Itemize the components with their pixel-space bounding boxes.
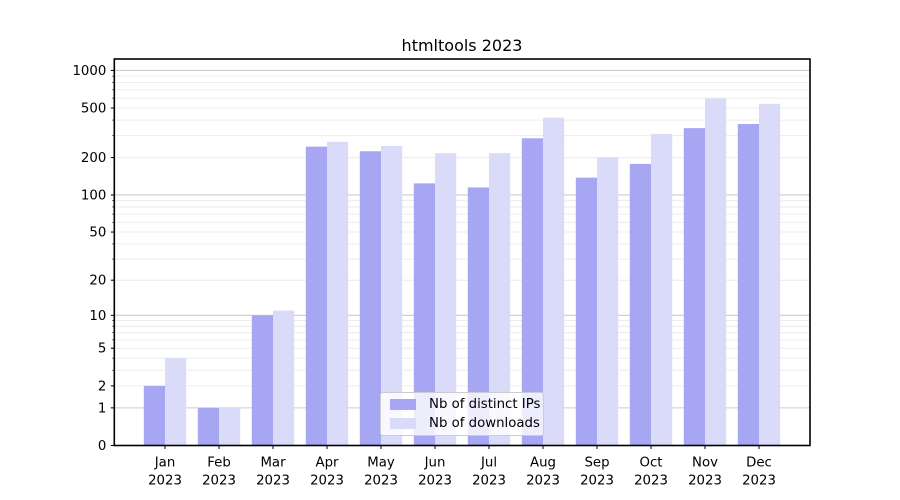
legend-item-downloads: Nb of downloads [390,415,540,432]
x-tick-label-year-apr: 2023 [310,474,344,489]
bar-nb-of-downloads-sep [597,157,619,446]
bar-nb-of-downloads-dec [759,103,781,446]
y-tick-label-20: 20 [89,274,106,289]
x-tick-label-month-apr: Apr [315,456,339,471]
x-tick-label-month-jun: Jun [424,456,446,471]
bar-nb-of-distinct-ips-dec [737,124,759,446]
x-tick-label-year-oct: 2023 [634,474,668,489]
y-tick-label-5: 5 [98,342,106,357]
x-tick-label-year-jun: 2023 [418,474,452,489]
bar-nb-of-downloads-aug [543,117,565,446]
bar-nb-of-distinct-ips-mar [251,315,273,446]
x-tick-label-month-nov: Nov [692,456,718,471]
bar-nb-of-distinct-ips-feb [197,407,219,446]
x-tick-label-year-jan: 2023 [148,474,182,489]
y-tick-label-100: 100 [81,188,106,203]
x-tick-label-year-may: 2023 [364,474,398,489]
y-tick-label-1000: 1000 [72,64,106,79]
y-tick-label-500: 500 [81,102,106,117]
x-tick-label-year-aug: 2023 [526,474,560,489]
legend-swatch-downloads [390,418,416,429]
chart-title: htmltools 2023 [401,36,523,55]
x-tick-label-year-feb: 2023 [202,474,236,489]
legend-item-distinct-ips: Nb of distinct IPs [390,396,541,413]
bar-nb-of-distinct-ips-aug [521,138,543,446]
bar-nb-of-downloads-jun [435,153,457,446]
y-tick-label-200: 200 [81,151,106,166]
legend-swatch-distinct-ips [390,399,416,410]
legend-label-downloads: Nb of downloads [429,416,540,431]
bar-nb-of-distinct-ips-jul [467,187,489,446]
plot-border [113,58,811,447]
bar-nb-of-downloads-apr [327,141,349,446]
x-tick-label-year-dec: 2023 [742,474,776,489]
x-tick-label-year-sep: 2023 [580,474,614,489]
x-tick-label-year-mar: 2023 [256,474,290,489]
legend: Nb of distinct IPs Nb of downloads [380,392,544,436]
bar-nb-of-distinct-ips-may [359,151,381,446]
x-tick-label-year-jul: 2023 [472,474,506,489]
bar-nb-of-distinct-ips-sep [575,177,597,446]
x-tick-label-month-sep: Sep [584,456,609,471]
y-tick-label-0: 0 [98,439,106,454]
x-tick-label-month-jan: Jan [154,456,176,471]
bar-nb-of-downloads-jan [165,358,187,446]
bar-nb-of-downloads-nov [705,98,727,446]
y-tick-label-1: 1 [98,401,106,416]
x-tick-label-month-aug: Aug [530,456,556,471]
bar-nb-of-distinct-ips-jun [413,183,435,446]
bar-nb-of-downloads-may [381,145,403,446]
x-tick-label-month-feb: Feb [207,456,231,471]
bar-nb-of-downloads-mar [273,310,295,446]
x-tick-label-year-nov: 2023 [688,474,722,489]
bar-nb-of-distinct-ips-apr [305,146,327,446]
y-tick-label-2: 2 [98,379,106,394]
x-tick-label-month-jul: Jul [480,456,497,471]
bar-nb-of-downloads-feb [219,407,241,446]
bar-nb-of-distinct-ips-jan [143,385,165,446]
x-tick-label-month-dec: Dec [746,456,772,471]
y-tick-label-50: 50 [89,226,106,241]
x-tick-label-month-may: May [367,456,395,471]
bar-nb-of-downloads-oct [651,133,673,446]
x-tick-label-month-mar: Mar [260,456,286,471]
legend-label-distinct-ips: Nb of distinct IPs [429,397,541,412]
x-tick-label-month-oct: Oct [640,456,663,471]
y-tick-label-10: 10 [89,309,106,324]
bar-nb-of-distinct-ips-oct [629,163,651,446]
bar-nb-of-downloads-jul [489,153,511,446]
bar-nb-of-distinct-ips-nov [683,128,705,446]
